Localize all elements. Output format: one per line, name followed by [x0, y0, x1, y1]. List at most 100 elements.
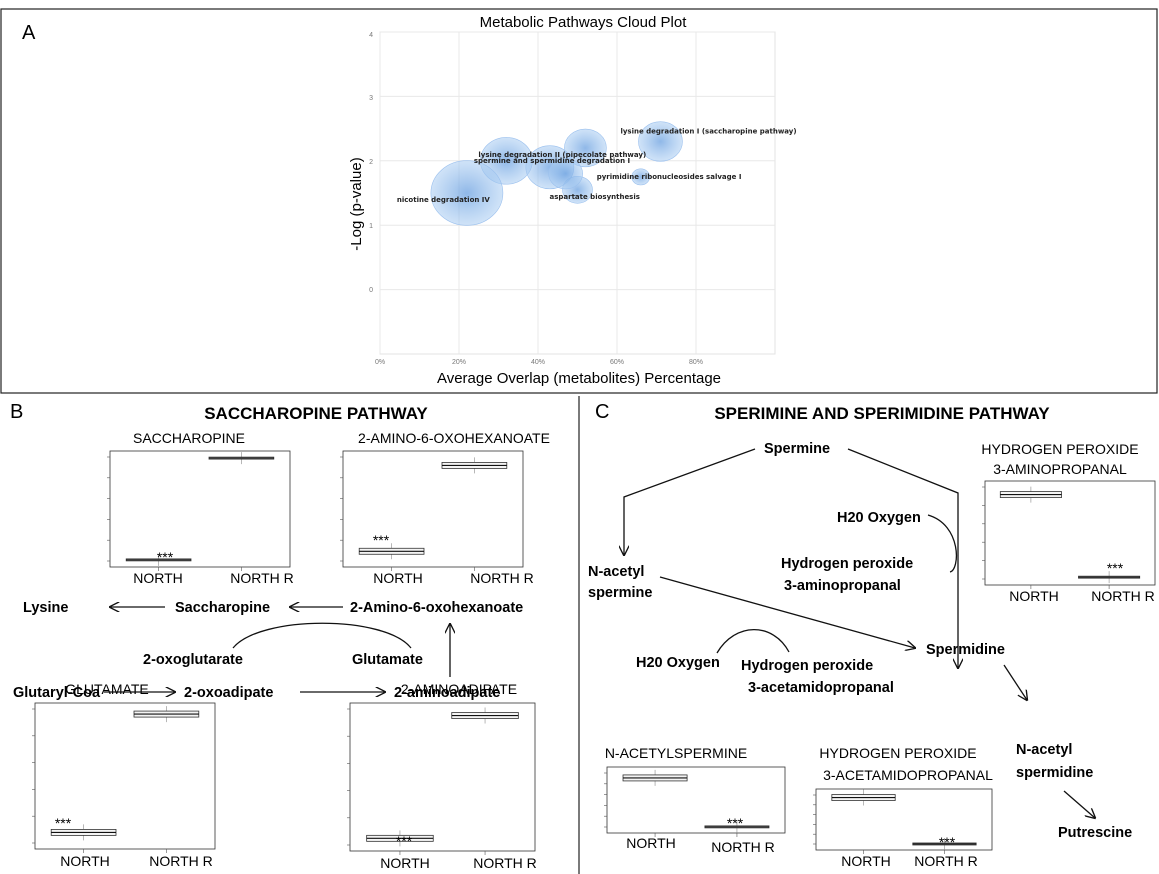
arrow-n-acetyl-spermidine-putrescine — [1063, 790, 1095, 818]
node-n-acetyl-spermine: N-acetyl — [588, 564, 644, 580]
bubble-point — [564, 128, 607, 168]
group-label-north-r: NORTH R — [711, 839, 775, 855]
boxplot-h2o2-aminopropanal — [982, 480, 1156, 589]
boxplot-frame — [349, 702, 536, 852]
arrow-spermine-n-acetyl-spermine — [624, 448, 756, 555]
boxplot-title-n-acetylspermine: N-ACETYLSPERMINE — [605, 745, 747, 761]
significance-glutamate: *** — [55, 815, 72, 831]
significance-h2o2-aminopropanal: *** — [1107, 560, 1124, 576]
x-tick-60: 60% — [610, 359, 624, 366]
node-h2o2-top-2: 3-aminopropanal — [784, 578, 901, 594]
panel-c-letter: C — [595, 401, 609, 423]
node-putrescine: Putrescine — [1058, 825, 1132, 841]
y-tick-3: 3 — [369, 95, 373, 102]
node-glutaryl-coa: Glutaryl-Coa — [13, 685, 101, 701]
y-tick-1: 1 — [369, 223, 373, 230]
node-h2o2-bottom: Hydrogen peroxide — [741, 658, 873, 674]
group-label-north: NORTH — [841, 853, 891, 869]
group-label-north-r: NORTH R — [914, 853, 978, 869]
node-h2o2-bottom-2: 3-acetamidopropanal — [748, 680, 894, 696]
boxplot-title-amino-oxohexanoate: 2-AMINO-6-OXOHEXANOATE — [358, 430, 550, 446]
boxplot-amino-oxohexanoate — [340, 450, 524, 571]
y-tick-0: 0 — [369, 287, 373, 294]
node-n-acetyl-spermidine-2: spermidine — [1016, 765, 1093, 781]
node-oxoglutarate: 2-oxoglutarate — [143, 652, 243, 668]
bubble-label: nicotine degradation IV — [397, 196, 491, 204]
boxplot-title-saccharopine: SACCHAROPINE — [133, 430, 245, 446]
arc-oxoglutarate-glutamate — [232, 622, 412, 649]
boxplot-title-glutamate: GLUTAMATE — [65, 681, 149, 697]
significance-amino-oxohexanoate: *** — [373, 532, 390, 548]
boxplot-glutamate — [32, 702, 216, 853]
boxplot-title-h2o2-acetamidopropanal: HYDROGEN PEROXIDE — [819, 745, 976, 761]
boxplot-title-h2o2-acetamidopropanal-2: 3-ACETAMIDOPROPANAL — [823, 767, 993, 783]
node-spermine: Spermine — [764, 441, 830, 457]
group-label-north: NORTH — [380, 855, 430, 871]
boxplot-saccharopine — [107, 450, 291, 571]
bubble-point — [548, 158, 583, 190]
boxplot-frame — [342, 450, 524, 568]
arrow-spermidine-n-acetyl-spermidine — [1003, 664, 1027, 700]
arrow-spermine-spermidine — [847, 448, 958, 668]
significance-n-acetylspermine: *** — [727, 815, 744, 831]
node-h2o-oxygen-top: H20 Oxygen — [837, 510, 921, 526]
node-oxoadipate: 2-oxoadipate — [184, 685, 273, 701]
panel-a-frame — [0, 8, 1158, 394]
cloud-plot-title: Metabolic Pathways Cloud Plot — [480, 14, 688, 31]
y-tick-2: 2 — [369, 159, 373, 166]
node-glutamate: Glutamate — [352, 652, 423, 668]
arc-oxygen-bottom — [716, 629, 790, 654]
node-h2o-oxygen-bottom: H20 Oxygen — [636, 655, 720, 671]
saccharopine-arrows — [104, 607, 450, 692]
x-axis-label: Average Overlap (metabolites) Percentage — [437, 370, 721, 387]
arc-oxygen-top — [927, 514, 958, 573]
boxplot-title-h2o2-aminopropanal: HYDROGEN PEROXIDE — [981, 441, 1138, 457]
node-n-acetyl-spermidine: N-acetyl — [1016, 742, 1072, 758]
boxplot-title-aminoadipate: 2-AMINOADIPATE — [401, 681, 517, 697]
group-label-north-r: NORTH R — [230, 570, 294, 586]
group-label-north-r: NORTH R — [1091, 588, 1155, 604]
y-tick-4: 4 — [369, 32, 373, 39]
bubble-label: aspartate biosynthesis — [550, 193, 640, 201]
group-label-north-r: NORTH R — [473, 855, 537, 871]
node-spermidine: Spermidine — [926, 642, 1005, 658]
spermine-pathway-title: SPERIMINE AND SPERIMIDINE PATHWAY — [714, 404, 1050, 423]
significance-saccharopine: *** — [157, 549, 174, 565]
bubble-label: lysine degradation II (pipecolate pathwa… — [478, 151, 646, 159]
panel-a-letter: A — [22, 22, 36, 44]
panel-b-letter: B — [10, 401, 23, 423]
group-label-north-r: NORTH R — [470, 570, 534, 586]
significance-h2o2-acetamidopropanal: *** — [939, 834, 956, 850]
boxplot-n-acetylspermine — [604, 766, 786, 837]
saccharopine-pathway-title: SACCHAROPINE PATHWAY — [204, 404, 428, 423]
group-label-north: NORTH — [133, 570, 183, 586]
y-axis-label: -Log (p-value) — [348, 157, 365, 250]
group-label-north: NORTH — [626, 835, 676, 851]
spermine-arrows — [624, 448, 1095, 818]
boxplot-frame — [984, 480, 1156, 586]
arrow-n-acetyl-spermine-spermidine — [659, 576, 915, 648]
boxplot-frame — [34, 702, 216, 850]
bubble-label: lysine degradation I (saccharopine pathw… — [620, 127, 796, 135]
group-label-north-r: NORTH R — [149, 853, 213, 869]
node-h2o2-top: Hydrogen peroxide — [781, 556, 913, 572]
x-tick-20: 20% — [452, 359, 466, 366]
node-n-acetyl-spermine-2: spermine — [588, 585, 652, 601]
boxplot-frame — [109, 450, 291, 568]
cloud-plot: 4 3 2 1 0 0% 20% 40% 60% 80% lysine degr… — [348, 31, 797, 387]
bubble-point — [430, 160, 504, 226]
x-tick-80: 80% — [689, 359, 703, 366]
bubbles: lysine degradation I (saccharopine pathw… — [397, 121, 797, 226]
boxplot-aminoadipate — [347, 702, 536, 855]
x-tick-40: 40% — [531, 359, 545, 366]
node-lysine: Lysine — [23, 600, 68, 616]
node-saccharopine: Saccharopine — [175, 600, 270, 616]
significance-aminoadipate: *** — [396, 833, 413, 849]
cloud-ticks: 4 3 2 1 0 0% 20% 40% 60% 80% — [369, 32, 703, 366]
group-label-north: NORTH — [373, 570, 423, 586]
group-label-north: NORTH — [1009, 588, 1059, 604]
x-tick-0: 0% — [375, 359, 385, 366]
node-amino-oxohexanoate: 2-Amino-6-oxohexanoate — [350, 600, 523, 616]
bubble-label: pyrimidine ribonucleosides salvage I — [597, 173, 742, 181]
